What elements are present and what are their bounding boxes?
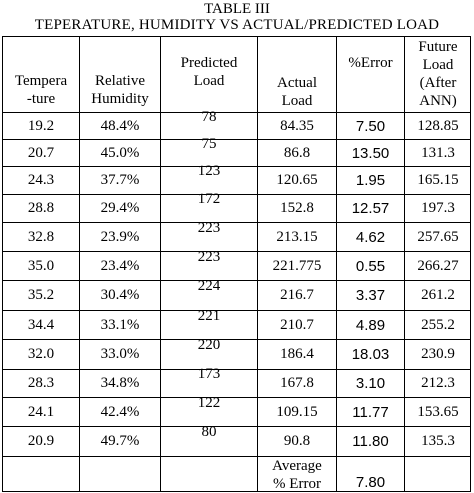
cell-temp: 20.7 <box>27 144 55 161</box>
header-error-line1: %Error <box>348 55 393 71</box>
cell-actual: 186.4 <box>280 346 314 362</box>
header-actual-line1: Actual <box>277 75 317 91</box>
table-number: TABLE III <box>204 1 270 17</box>
cell-humidity: 42.4% <box>100 403 140 420</box>
cell-humidity: 45.0% <box>100 144 140 161</box>
cell-predicted: 172 <box>197 191 221 207</box>
cell-error: 7.50 <box>355 117 386 135</box>
cell-temp: 34.4 <box>27 316 55 333</box>
cell-predicted: 123 <box>197 163 221 179</box>
header-humidity-line2: Humidity <box>91 91 149 107</box>
cell-predicted: 75 <box>201 135 217 152</box>
cell-humidity: 30.4% <box>100 287 140 303</box>
cell-error: 4.89 <box>355 316 386 334</box>
cell-actual: 109.15 <box>276 403 318 420</box>
cell-actual: 152.8 <box>280 200 314 216</box>
cell-humidity: 34.8% <box>100 375 140 391</box>
cell-error: 3.37 <box>355 287 386 304</box>
cell-actual: 213.15 <box>276 228 318 245</box>
cell-temp: 24.3 <box>27 172 55 188</box>
header-predicted-line1: Predicted <box>180 55 238 71</box>
cell-temp: 19.2 <box>27 117 55 134</box>
cell-actual: 216.7 <box>280 287 314 303</box>
cell-future: 255.2 <box>421 316 455 333</box>
average-error-label: Average % Error <box>258 457 336 493</box>
cell-future: 165.15 <box>417 172 459 188</box>
cell-error: 12.57 <box>351 200 390 217</box>
header-future: Future Load (After ANN) <box>405 38 471 110</box>
cell-predicted: 220 <box>197 337 221 353</box>
cell-future: 230.9 <box>421 346 455 362</box>
header-future-line4: ANN) <box>419 93 457 109</box>
table-title: TEPERATURE, HUMIDITY VS ACTUAL/PREDICTED… <box>34 17 440 33</box>
header-temperature-line1: Tempera <box>14 73 68 89</box>
cell-error: 11.80 <box>352 433 389 450</box>
cell-temp: 24.1 <box>27 403 55 420</box>
header-humidity: Relative Humidity <box>80 72 160 108</box>
cell-future: 135.3 <box>421 433 455 449</box>
cell-actual: 84.35 <box>280 117 314 134</box>
cell-error: 13.50 <box>351 144 390 162</box>
cell-error: 0.55 <box>355 257 386 275</box>
cell-error: 4.62 <box>355 228 386 246</box>
cell-future: 128.85 <box>417 117 459 134</box>
header-temperature: Tempera -ture <box>3 72 79 108</box>
cell-humidity: 29.4% <box>100 200 140 216</box>
cell-humidity: 23.4% <box>100 257 140 274</box>
header-temperature-line2: -ture <box>26 91 56 107</box>
cell-predicted: 122 <box>197 394 221 411</box>
header-predicted-line2: Load <box>193 73 225 89</box>
cell-predicted: 223 <box>197 248 221 265</box>
cell-humidity: 33.0% <box>100 346 140 362</box>
header-actual: Actual Load <box>258 74 336 110</box>
cell-future: 257.65 <box>417 228 459 245</box>
cell-actual: 210.7 <box>280 316 314 333</box>
cell-predicted: 173 <box>197 366 221 382</box>
header-future-line2: Load <box>422 57 454 73</box>
cell-humidity: 48.4% <box>100 117 140 134</box>
cell-temp: 32.0 <box>27 346 55 362</box>
cell-humidity: 23.9% <box>100 228 140 245</box>
header-humidity-line1: Relative <box>95 73 145 89</box>
cell-temp: 35.0 <box>27 257 55 274</box>
average-error-value: 7.80 <box>355 474 386 491</box>
cell-actual: 86.8 <box>283 144 311 161</box>
average-error-label-line1: Average <box>272 458 322 474</box>
cell-actual: 167.8 <box>280 375 314 391</box>
cell-temp: 20.9 <box>27 433 55 449</box>
cell-humidity: 33.1% <box>100 316 140 333</box>
cell-temp: 35.2 <box>27 287 55 303</box>
header-predicted: Predicted Load <box>161 54 257 90</box>
cell-actual: 90.8 <box>283 433 311 449</box>
cell-predicted: 224 <box>197 278 221 294</box>
cell-predicted: 78 <box>201 108 217 125</box>
cell-error: 3.10 <box>355 375 386 392</box>
header-error: %Error <box>337 54 404 72</box>
cell-error: 1.95 <box>355 172 386 189</box>
header-future-line3: (After <box>419 75 457 91</box>
cell-future: 197.3 <box>421 200 455 216</box>
header-future-line1: Future <box>418 39 458 55</box>
cell-predicted: 223 <box>197 219 221 236</box>
cell-future: 266.27 <box>417 257 459 274</box>
cell-temp: 28.8 <box>27 200 55 216</box>
cell-temp: 28.3 <box>27 375 55 391</box>
cell-error: 18.03 <box>351 346 390 363</box>
cell-predicted: 221 <box>197 307 221 324</box>
cell-actual: 120.65 <box>276 172 318 188</box>
cell-actual: 221.775 <box>272 257 322 274</box>
cell-future: 131.3 <box>421 144 455 161</box>
cell-error: 11.77 <box>352 403 389 421</box>
cell-temp: 32.8 <box>27 228 55 245</box>
header-actual-line2: Load <box>281 93 313 109</box>
cell-humidity: 49.7% <box>100 433 140 449</box>
average-error-label-line2: % Error <box>273 476 321 492</box>
cell-humidity: 37.7% <box>100 172 140 188</box>
cell-future: 261.2 <box>421 287 455 303</box>
cell-future: 153.65 <box>417 403 459 420</box>
cell-predicted: 80 <box>201 424 217 440</box>
cell-future: 212.3 <box>421 375 455 391</box>
